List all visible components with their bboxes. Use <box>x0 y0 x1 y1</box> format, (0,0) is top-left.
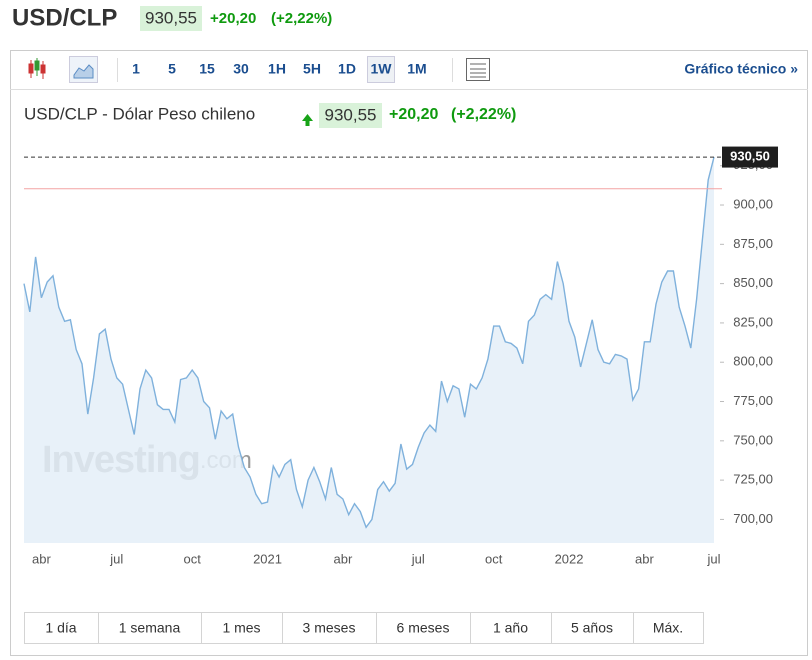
up-arrow <box>302 114 313 126</box>
y-tick-label: 875,00 <box>733 236 773 251</box>
x-tick-label: abr <box>635 551 654 566</box>
y-tick-label: 750,00 <box>733 432 773 447</box>
interval-button[interactable]: 1D <box>338 61 356 77</box>
x-tick-label: abr <box>334 551 353 566</box>
chart-price: 930,55 <box>325 105 377 124</box>
range-button[interactable]: 5 años <box>571 620 613 636</box>
x-tick-label: 2021 <box>253 551 282 566</box>
range-button-frame[interactable] <box>633 612 704 644</box>
x-tick-label: 2022 <box>555 551 584 566</box>
x-tick-label: abr <box>32 551 51 566</box>
area-icon-glyph <box>73 64 94 79</box>
widget-frame <box>10 50 808 656</box>
change: +20,20 <box>210 10 256 27</box>
x-tick-label: oct <box>183 551 201 566</box>
news-icon[interactable] <box>466 58 490 81</box>
interval-button[interactable]: 1W <box>371 61 393 77</box>
range-button[interactable]: 1 mes <box>222 620 260 636</box>
range-button[interactable]: 1 año <box>493 620 528 636</box>
range-button-frame[interactable] <box>201 612 283 644</box>
y-tick-label: 850,00 <box>733 275 773 290</box>
interval-button[interactable]: 5H <box>303 61 321 77</box>
chart-change: +20,20 <box>389 106 438 123</box>
interval-button[interactable]: 30 <box>233 61 249 77</box>
interval-button[interactable]: 1H <box>268 61 286 77</box>
interval-button[interactable]: 1 <box>132 61 140 77</box>
price: 930,55 <box>145 8 197 27</box>
range-button[interactable]: 1 día <box>45 620 76 636</box>
range-button-frame[interactable] <box>470 612 552 644</box>
price-line <box>23 156 715 529</box>
y-tick-label: 825,00 <box>733 314 773 329</box>
interval-button[interactable]: 5 <box>168 61 176 77</box>
y-tick-label: 775,00 <box>733 393 773 408</box>
range-button-frame[interactable] <box>376 612 471 644</box>
last-price-label: 930,50 <box>730 149 770 164</box>
y-tick-label: 725,00 <box>733 472 773 487</box>
technical-chart-link[interactable]: Gráfico técnico » <box>684 61 798 77</box>
interval-selected-bg <box>367 56 395 83</box>
range-button-frame[interactable] <box>282 612 377 644</box>
range-button[interactable]: 1 semana <box>119 620 181 636</box>
range-button-frame[interactable] <box>551 612 634 644</box>
y-tick-label: 700,00 <box>733 511 773 526</box>
symbol: USD/CLP <box>12 4 117 31</box>
y-tick-label: 800,00 <box>733 354 773 369</box>
range-button-frame[interactable] <box>24 612 99 644</box>
price-bg <box>140 6 202 31</box>
interval-button[interactable]: 15 <box>199 61 215 77</box>
range-button[interactable]: 3 meses <box>303 620 356 636</box>
area-fill <box>24 157 714 543</box>
interval-button[interactable]: 1M <box>407 61 426 77</box>
x-tick-label: oct <box>485 551 503 566</box>
chart-title: USD/CLP - Dólar Peso chileno <box>24 104 255 123</box>
range-button[interactable]: 6 meses <box>397 620 450 636</box>
change-pct: (+2,22%) <box>271 10 332 27</box>
x-tick-label: jul <box>109 551 123 566</box>
y-tick-label: 900,00 <box>733 196 773 211</box>
x-axis-labels: abr jul oct 2021 abr jul oct 2022 abr jul <box>32 551 721 566</box>
range-button-frame[interactable] <box>98 612 202 644</box>
candle-icon[interactable] <box>28 58 46 79</box>
chart-price-bg <box>319 103 382 128</box>
chart-change-pct: (+2,22%) <box>451 106 516 123</box>
x-tick-label: jul <box>706 551 720 566</box>
x-tick-label: jul <box>411 551 425 566</box>
range-button[interactable]: Máx. <box>653 620 683 636</box>
last-price-box <box>722 146 778 168</box>
